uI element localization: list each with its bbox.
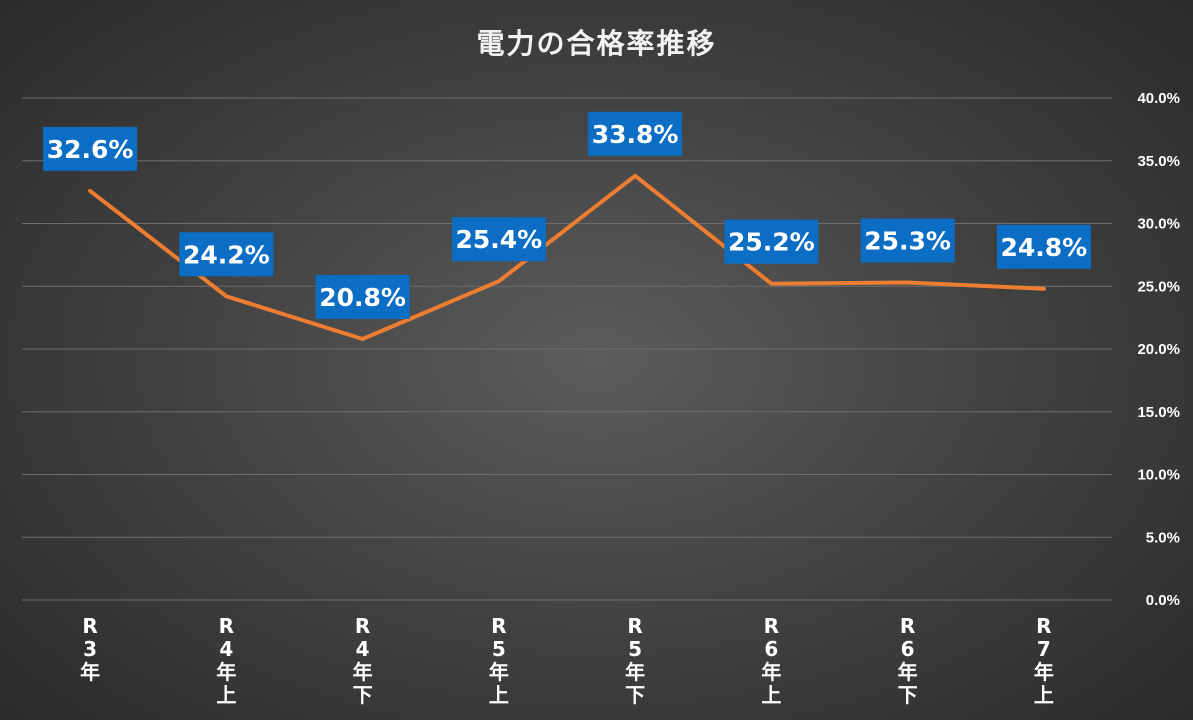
data-label-box [43, 126, 138, 171]
x-tick-char: 4 [356, 637, 370, 661]
y-tick-label: 30.0% [1137, 216, 1180, 233]
data-label-text: 24.8% [1001, 233, 1088, 262]
data-label-text: 32.6% [47, 135, 134, 164]
x-tick-char: R [900, 614, 915, 638]
data-label-text: 25.2% [728, 228, 815, 257]
x-tick-char: 年 [80, 660, 100, 684]
data-label-text: 25.3% [864, 226, 951, 255]
x-tick-char: 4 [219, 637, 233, 661]
x-tick-char: 年 [898, 660, 918, 684]
data-label: 25.3% [860, 218, 955, 263]
x-tick-char: 6 [901, 637, 915, 661]
x-tick-char: R [82, 614, 97, 638]
data-label: 24.2% [179, 232, 274, 277]
data-label-text: 20.8% [319, 283, 406, 312]
data-label-box [315, 274, 410, 319]
y-tick-label: 35.0% [1137, 153, 1180, 170]
x-tick-char: R [764, 614, 779, 638]
data-label: 25.4% [451, 217, 546, 262]
series-line [88, 173, 1046, 341]
data-label-box [724, 219, 819, 264]
series-line-group [88, 173, 1046, 341]
y-axis: 0.0% 5.0% 10.0% 15.0% 20.0% 25.0% 30.0% 35.0% 40… [1137, 90, 1180, 609]
data-label-box [996, 224, 1091, 269]
x-tick-char: R [627, 614, 642, 638]
x-tick-char: 下 [353, 683, 373, 707]
x-tick-char: 3 [83, 637, 97, 661]
x-tick-char: 下 [898, 683, 918, 707]
x-tick-char: 7 [1037, 637, 1051, 661]
x-tick-char: R [1036, 614, 1051, 638]
x-tick-label: R3年 [80, 614, 100, 684]
data-label: 33.8% [588, 111, 683, 156]
y-tick-label: 10.0% [1137, 467, 1180, 484]
x-tick-char: 5 [628, 637, 642, 661]
x-tick-char: 上 [489, 683, 509, 707]
x-tick-char: 年 [353, 660, 373, 684]
x-tick-char: 上 [1034, 683, 1054, 707]
y-tick-label: 25.0% [1137, 278, 1180, 295]
data-label-text: 25.4% [456, 225, 543, 254]
data-label: 25.2% [724, 219, 819, 264]
gridlines [22, 97, 1112, 601]
x-tick-char: 年 [761, 660, 781, 684]
data-label-box [588, 111, 683, 156]
x-tick-char: 上 [216, 683, 236, 707]
data-label-box [451, 217, 546, 262]
data-label-text: 33.8% [592, 120, 679, 149]
y-tick-label: 0.0% [1146, 592, 1180, 609]
data-label-box [179, 232, 274, 277]
x-tick-char: R [355, 614, 370, 638]
y-tick-label: 20.0% [1137, 341, 1180, 358]
chart-title: 電力の合格率推移 [476, 27, 717, 60]
x-tick-char: 年 [216, 660, 236, 684]
data-label-text: 24.2% [183, 240, 270, 269]
y-tick-label: 40.0% [1137, 90, 1180, 107]
x-tick-char: 上 [761, 683, 781, 707]
x-tick-char: 6 [764, 637, 778, 661]
x-tick-char: 下 [625, 683, 645, 707]
x-tick-char: R [219, 614, 234, 638]
x-tick-char: 年 [489, 660, 509, 684]
data-label: 32.6% [43, 126, 138, 171]
x-tick-char: 5 [492, 637, 506, 661]
x-tick-char: 年 [625, 660, 645, 684]
y-tick-label: 5.0% [1146, 529, 1180, 546]
data-labels: 32.6% 24.2% 20.8% 25.4% 33.8% 25.2% 25.3% 24.8% [43, 111, 1091, 319]
data-label: 20.8% [315, 274, 410, 319]
data-label: 24.8% [996, 224, 1091, 269]
y-tick-label: 15.0% [1137, 404, 1180, 421]
x-tick-char: R [491, 614, 506, 638]
data-label-box [860, 218, 955, 263]
x-tick-char: 年 [1034, 660, 1054, 684]
